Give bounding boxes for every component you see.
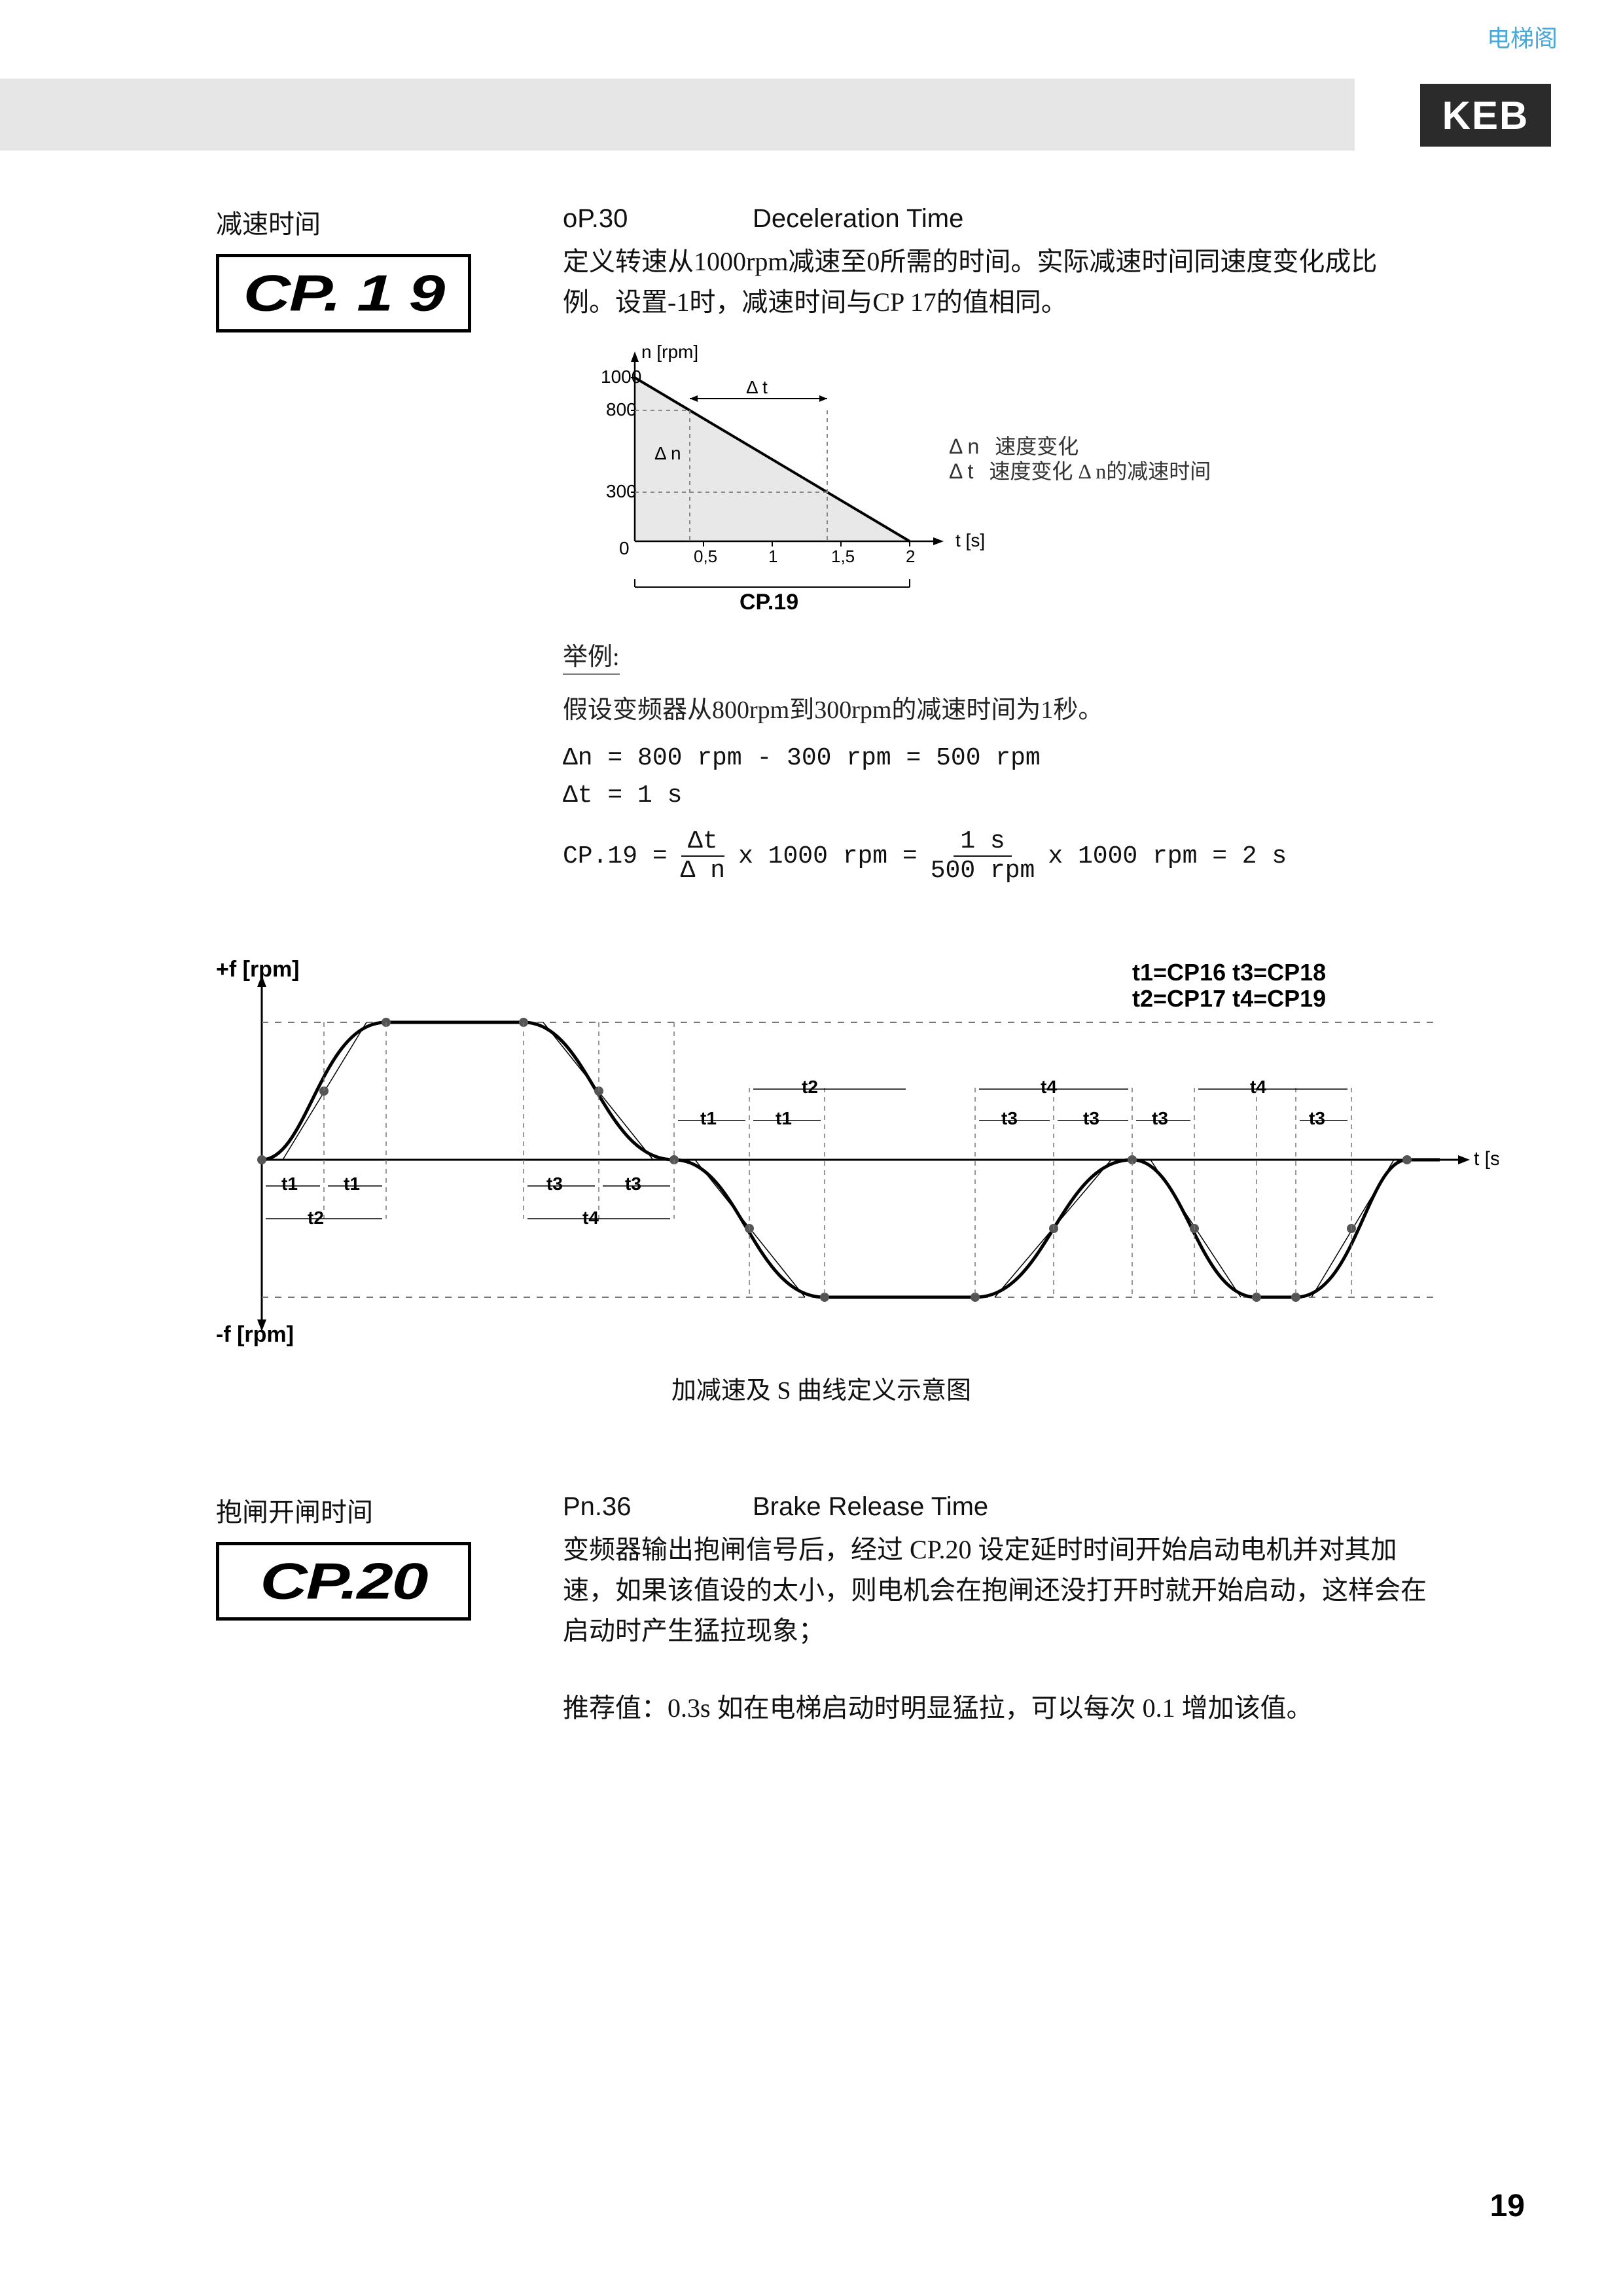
section-cp19: 减速时间 CP. 1 9 oP.30 Deceleration Time 定义转… (216, 203, 1427, 885)
example-label: 举例: (563, 636, 620, 675)
cp19-param-line: oP.30 Deceleration Time (563, 203, 1427, 234)
cp20-rec: 推荐值：0.3s 如在电梯启动时明显猛拉，可以每次 0.1 增加该值。 (563, 1688, 1427, 1729)
svg-text:t3: t3 (1152, 1108, 1168, 1128)
svg-text:t2: t2 (308, 1208, 324, 1228)
svg-text:t2: t2 (802, 1077, 818, 1097)
watermark: 电梯阁 (1487, 20, 1558, 54)
s-curve-block: +f [rpm] -f [rpm] t1=CP16 t3=CP18 t2=CP1… (216, 957, 1427, 1406)
svg-text:t4: t4 (582, 1208, 599, 1228)
svg-text:t4: t4 (1041, 1077, 1057, 1097)
cp20-param-line: Pn.36 Brake Release Time (563, 1491, 1427, 1522)
cp19-graph: 1000 800 300 0 0,5 1 1,5 2 (563, 332, 1427, 617)
header-bar (0, 79, 1355, 151)
svg-text:800: 800 (606, 399, 637, 420)
svg-text:t3: t3 (1309, 1108, 1325, 1128)
cp20-code: Pn.36 (563, 1492, 746, 1522)
cp20-desc: 变频器输出抱闸信号后，经过 CP.20 设定延时时间开始启动电机并对其加速，如果… (563, 1530, 1427, 1651)
svg-text:-f [rpm]: -f [rpm] (216, 1322, 294, 1347)
keb-logo: KEB (1420, 84, 1551, 147)
svg-text:t1: t1 (281, 1174, 298, 1194)
legend-dt: Δ t 速度变化 Δ n的减速时间 (949, 455, 1211, 485)
page-number: 19 (1490, 2188, 1525, 2224)
cp19-label-cn: 减速时间 (216, 203, 563, 241)
lcd-cp20: CP.20 (216, 1542, 471, 1621)
cp20-label-cn: 抱闸开闸时间 (216, 1491, 563, 1529)
svg-text:CP.19: CP.19 (740, 590, 798, 613)
svg-text:Δ n: Δ n (654, 443, 681, 463)
cp19-desc: 定义转速从1000rpm减速至0所需的时间。实际减速时间同速度变化成比例。设置-… (563, 242, 1427, 323)
section-cp20: 抱闸开闸时间 CP.20 Pn.36 Brake Release Time 变频… (216, 1491, 1427, 1729)
calc1: Δn = 800 rpm - 300 rpm = 500 rpm (563, 740, 1427, 777)
svg-text:Δ t: Δ t (746, 377, 768, 397)
formula: CP.19 = Δt Δ n x 1000 rpm = 1 s 500 rpm … (563, 827, 1427, 885)
svg-text:1000: 1000 (601, 367, 641, 387)
calc2: Δt = 1 s (563, 777, 1427, 814)
svg-text:t1=CP16 t3=CP18: t1=CP16 t3=CP18 (1132, 959, 1326, 986)
svg-text:1: 1 (768, 547, 777, 566)
svg-text:300: 300 (606, 481, 637, 501)
cp19-en: Deceleration Time (753, 204, 963, 233)
s-curve-svg: +f [rpm] -f [rpm] t1=CP16 t3=CP18 t2=CP1… (216, 957, 1499, 1350)
lcd-cp20-text: CP.20 (260, 1552, 427, 1611)
svg-text:2: 2 (906, 547, 915, 566)
svg-text:t4: t4 (1250, 1077, 1266, 1097)
cp19-code: oP.30 (563, 204, 746, 234)
svg-text:t [s]: t [s] (1474, 1148, 1499, 1170)
svg-text:0,5: 0,5 (694, 547, 717, 566)
svg-text:0: 0 (619, 538, 630, 558)
cp20-en: Brake Release Time (753, 1492, 988, 1521)
lcd-cp19-text: CP. 1 9 (243, 264, 444, 323)
svg-text:t [s]: t [s] (955, 530, 985, 550)
svg-text:n [rpm]: n [rpm] (641, 342, 698, 362)
svg-text:t1: t1 (344, 1174, 360, 1194)
svg-text:t3: t3 (546, 1174, 563, 1194)
lcd-cp19: CP. 1 9 (216, 254, 471, 332)
svg-text:t3: t3 (1083, 1108, 1099, 1128)
svg-text:+f [rpm]: +f [rpm] (216, 957, 300, 982)
logo-text: KEB (1442, 93, 1529, 138)
svg-text:t2=CP17 t4=CP19: t2=CP17 t4=CP19 (1132, 985, 1326, 1012)
svg-text:t3: t3 (1001, 1108, 1018, 1128)
svg-text:t3: t3 (625, 1174, 641, 1194)
svg-text:t1: t1 (776, 1108, 792, 1128)
example-text: 假设变频器从800rpm到300rpm的减速时间为1秒。 (563, 689, 1427, 725)
curve-caption: 加减速及 S 曲线定义示意图 (216, 1370, 1427, 1406)
svg-text:t1: t1 (700, 1108, 717, 1128)
svg-text:1,5: 1,5 (831, 547, 855, 566)
